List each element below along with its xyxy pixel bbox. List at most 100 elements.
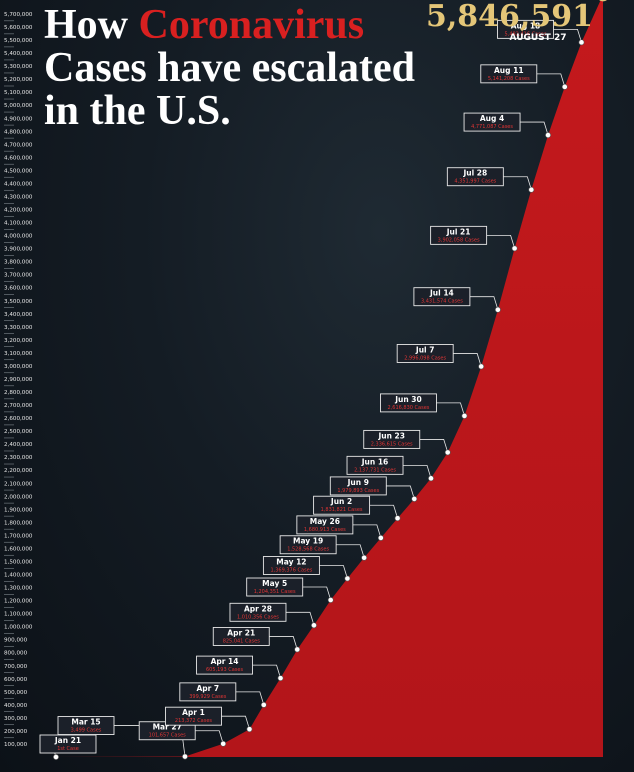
y-minor-tick bbox=[4, 359, 14, 361]
title-line-3: in the U.S. bbox=[44, 88, 231, 134]
y-tick-label: 5,400,000 bbox=[4, 51, 33, 57]
final-total-group: 5,846,591 AUGUST 27 bbox=[426, 0, 608, 43]
y-tick-label: 2,100,000 bbox=[4, 481, 33, 487]
label-date: Jun 23 bbox=[377, 431, 405, 440]
y-minor-tick bbox=[4, 724, 14, 726]
y-minor-tick bbox=[4, 85, 14, 87]
label-date: Jul 7 bbox=[415, 345, 435, 354]
label-box bbox=[480, 64, 538, 84]
label-cases: 4,351,997 Cases bbox=[454, 179, 496, 185]
y-minor-tick bbox=[4, 189, 14, 191]
y-minor-tick bbox=[4, 463, 14, 465]
y-tick-label: 1,700,000 bbox=[4, 533, 33, 539]
label-box bbox=[463, 112, 521, 132]
annotation-jun-2: Jun 21,831,821 Cases bbox=[313, 495, 401, 522]
label-cases: 605,193 Cases bbox=[206, 667, 244, 673]
y-tick-label: 800,000 bbox=[4, 651, 28, 657]
label-date: May 12 bbox=[276, 558, 306, 567]
y-tick-label: 2,300,000 bbox=[4, 455, 33, 461]
label-cases: 5,482,416 Cases bbox=[505, 31, 547, 37]
label-box bbox=[262, 556, 320, 575]
label-cases: 1st Case bbox=[57, 746, 79, 752]
leader-line bbox=[486, 234, 516, 249]
label-box bbox=[296, 515, 354, 535]
y-tick-label: 3,400,000 bbox=[4, 312, 33, 318]
leader-line bbox=[403, 464, 432, 479]
y-minor-tick bbox=[4, 567, 14, 569]
data-point bbox=[220, 740, 227, 747]
y-tick-label: 2,400,000 bbox=[4, 442, 33, 448]
leader-line bbox=[336, 544, 365, 558]
data-point bbox=[444, 449, 451, 456]
leader-line bbox=[503, 176, 532, 190]
label-box bbox=[179, 682, 237, 702]
label-cases: 825,041 Cases bbox=[223, 638, 261, 644]
leader-line bbox=[252, 664, 281, 679]
label-box bbox=[39, 734, 97, 754]
y-minor-tick bbox=[4, 528, 14, 530]
y-minor-tick bbox=[4, 450, 14, 452]
y-minor-tick bbox=[4, 176, 14, 178]
y-axis: 5,700,000 5,600,000 5,500,000 5,400,000 5,30… bbox=[4, 12, 33, 748]
y-tick-label: 3,000,000 bbox=[4, 364, 33, 370]
y-minor-tick bbox=[4, 594, 14, 595]
y-tick-label: 4,200,000 bbox=[4, 208, 33, 214]
y-tick-label: 4,500,000 bbox=[4, 168, 33, 174]
y-minor-tick bbox=[4, 437, 14, 439]
label-date: Apr 14 bbox=[211, 657, 239, 666]
y-tick-label: 1,900,000 bbox=[4, 507, 33, 513]
y-tick-label: 900,000 bbox=[4, 638, 28, 644]
label-cases: 1,204,351 Cases bbox=[254, 589, 296, 595]
y-tick-label: 2,500,000 bbox=[4, 429, 33, 435]
y-minor-tick bbox=[4, 163, 14, 165]
y-tick-label: 1,200,000 bbox=[4, 599, 33, 605]
annotation-jul-7: Jul 72,996,098 Cases bbox=[396, 344, 485, 370]
label-box bbox=[313, 495, 371, 515]
annotation-jun-30: Jun 302,616,830 Cases bbox=[380, 393, 468, 419]
y-minor-tick bbox=[4, 737, 14, 739]
y-minor-tick bbox=[4, 20, 14, 22]
annotation-may-12: May 121,369,376 Cases bbox=[262, 556, 351, 582]
label-date: Jun 2 bbox=[330, 497, 352, 506]
y-tick-label: 5,500,000 bbox=[4, 38, 33, 44]
y-minor-tick bbox=[4, 554, 14, 556]
label-cases: 399,929 Cases bbox=[189, 694, 227, 700]
label-cases: 3,902,058 Cases bbox=[438, 237, 480, 243]
label-date: Jul 21 bbox=[446, 227, 471, 236]
y-tick-label: 2,200,000 bbox=[4, 468, 33, 474]
leader-line bbox=[436, 402, 465, 417]
label-box bbox=[57, 716, 115, 735]
y-minor-tick bbox=[4, 424, 14, 426]
y-minor-tick bbox=[4, 137, 14, 139]
annotation-mar-15: Mar 153,499 Cases bbox=[57, 716, 188, 760]
label-box bbox=[380, 393, 437, 413]
annotation-aug-4: Aug 44,771,087 Cases bbox=[463, 112, 551, 138]
label-date: Jul 28 bbox=[462, 169, 487, 178]
y-tick-label: 4,000,000 bbox=[4, 234, 33, 240]
annotation-jun-23: Jun 232,336,615 Cases bbox=[363, 429, 451, 456]
y-tick-label: 4,600,000 bbox=[4, 155, 33, 161]
y-minor-tick bbox=[4, 98, 14, 100]
leader-line bbox=[269, 636, 298, 650]
label-cases: 4,771,087 Cases bbox=[471, 124, 513, 130]
y-tick-label: 1,400,000 bbox=[4, 573, 33, 579]
data-point bbox=[377, 534, 384, 541]
leader-line bbox=[235, 691, 265, 705]
y-minor-tick bbox=[4, 294, 14, 295]
label-box bbox=[246, 577, 304, 597]
data-point bbox=[461, 412, 468, 419]
data-point bbox=[53, 754, 59, 760]
data-point bbox=[578, 39, 585, 46]
y-tick-label: 500,000 bbox=[4, 690, 28, 696]
annotation-jun-9: Jun 91,979,893 Cases bbox=[329, 476, 418, 502]
annotation-aug-11: Aug 115,141,208 Cases bbox=[480, 64, 568, 90]
label-cases: 1,369,376 Cases bbox=[270, 568, 312, 574]
label-date: Apr 7 bbox=[196, 684, 219, 693]
y-tick-label: 5,600,000 bbox=[4, 25, 33, 31]
y-tick-label: 1,500,000 bbox=[4, 559, 33, 565]
label-cases: 1,979,893 Cases bbox=[337, 488, 379, 494]
